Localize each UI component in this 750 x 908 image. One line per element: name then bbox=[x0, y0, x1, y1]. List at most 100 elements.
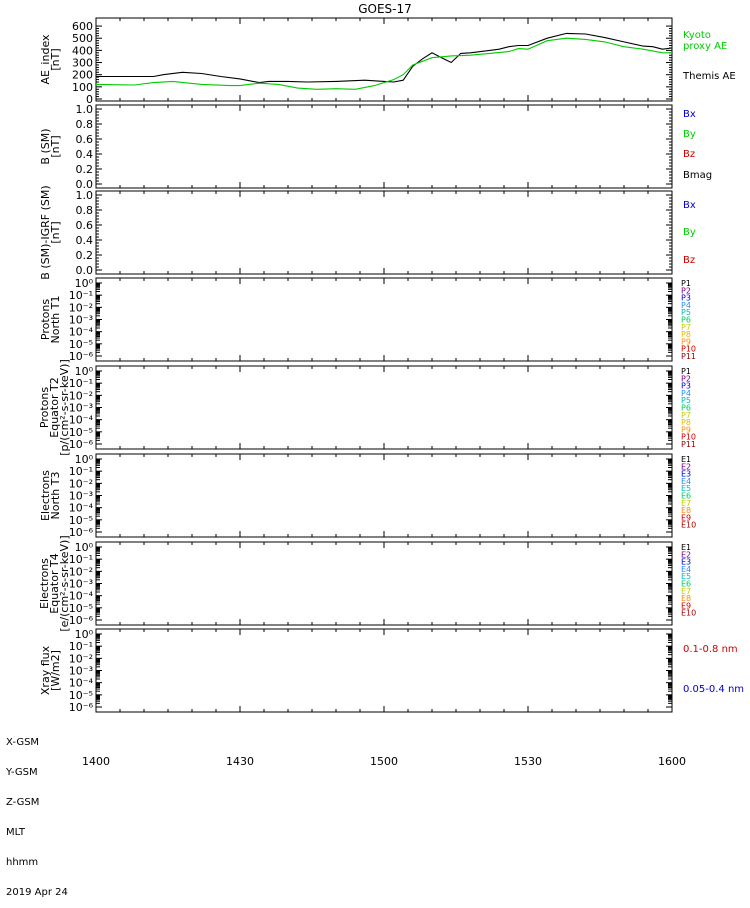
panel-b_sm: 1.0 0.8 0.6 0.4 0.2 0.0 B (SM)[nT] Bx By Bz Bmag bbox=[39, 103, 712, 191]
y-tick-label: 10⁻¹ bbox=[69, 553, 93, 566]
y-tick-label: 10⁻² bbox=[69, 477, 93, 490]
footer-row-x-gsm: X-GSM bbox=[6, 737, 40, 748]
legend-entry: P4 bbox=[681, 389, 691, 398]
series-line-themis-ae bbox=[96, 32, 673, 84]
y-tick-label: 10⁰ bbox=[75, 277, 94, 290]
legend-entry: E1 bbox=[681, 455, 691, 464]
legend-entry: P1 bbox=[681, 279, 691, 288]
y-tick-label: 10⁻⁵ bbox=[69, 338, 93, 351]
panel-frame bbox=[95, 104, 673, 189]
y-axis-label: AE_index bbox=[39, 34, 52, 85]
legend-entry: P9 bbox=[681, 425, 691, 434]
legend-entry: P11 bbox=[681, 352, 696, 361]
plot-title: GOES-17 bbox=[358, 2, 412, 16]
legend-entry: P1 bbox=[681, 367, 691, 376]
y-axis-label: Equator T4 bbox=[48, 553, 61, 613]
legend-entry: 0.1-0.8 nm bbox=[683, 644, 738, 655]
legend-entry: E5 bbox=[681, 484, 691, 493]
legend-entry: P8 bbox=[681, 330, 691, 339]
y-tick-label: 10⁻³ bbox=[69, 314, 93, 327]
legend-entry: E3 bbox=[681, 558, 691, 567]
legend-entry: 0.05-0.4 nm bbox=[683, 684, 744, 695]
legend-entry: E7 bbox=[681, 587, 691, 596]
y-tick-label: 300 bbox=[72, 57, 93, 70]
y-tick-label: 10⁻⁵ bbox=[69, 514, 93, 527]
y-axis-label: North T3 bbox=[49, 472, 62, 520]
legend-entry: Bx bbox=[683, 200, 696, 211]
y-tick-label: 10⁻² bbox=[69, 565, 93, 578]
panel-frame bbox=[95, 17, 673, 102]
legend-entry: P2 bbox=[681, 374, 691, 383]
y-tick-label: 10⁻³ bbox=[69, 402, 93, 415]
legend-entry: E6 bbox=[681, 580, 691, 589]
panels: 6005004003002001000AE_index[nT]Kyotoprox… bbox=[38, 17, 744, 714]
y-axis-label: [e/(cm²-s-sr-keV)] bbox=[58, 535, 71, 631]
y-tick-label: 10⁻¹ bbox=[69, 465, 93, 478]
y-tick-label: 0.6 bbox=[76, 219, 94, 232]
y-tick-label: 0.6 bbox=[76, 133, 94, 146]
footer-date: 2019 Apr 24 bbox=[6, 887, 68, 898]
legend-entry: E4 bbox=[681, 565, 691, 574]
y-tick-label: 200 bbox=[72, 69, 93, 82]
y-tick-label: 10⁻¹ bbox=[69, 640, 93, 653]
y-tick-label: 10⁻² bbox=[69, 389, 93, 402]
y-tick-label: 10⁻⁴ bbox=[69, 414, 94, 427]
y-axis-label: [W/m2] bbox=[49, 650, 62, 691]
legend-entry: P9 bbox=[681, 337, 691, 346]
panel-frame bbox=[95, 628, 673, 713]
legend-entry: E8 bbox=[681, 506, 691, 515]
legend-entry: P2 bbox=[681, 286, 691, 295]
y-tick-label: 10⁻⁶ bbox=[69, 526, 94, 539]
y-tick-label: 0.8 bbox=[76, 118, 94, 131]
legend-entry: P10 bbox=[681, 433, 696, 442]
y-tick-label: 500 bbox=[72, 32, 93, 45]
y-axis-label: [nT] bbox=[49, 221, 62, 243]
y-tick-label: 10⁰ bbox=[75, 365, 94, 378]
y-tick-label: 10⁻⁵ bbox=[69, 426, 93, 439]
legend-entry: P5 bbox=[681, 308, 691, 317]
x-tick-label: 1430 bbox=[226, 755, 254, 768]
legend-entry: P3 bbox=[681, 294, 691, 303]
legend-entry: P4 bbox=[681, 301, 691, 310]
legend-entry: E9 bbox=[681, 513, 691, 522]
y-tick-label: 400 bbox=[72, 44, 93, 57]
legend-entry: P6 bbox=[681, 316, 691, 325]
y-axis-label: [nT] bbox=[49, 135, 62, 157]
y-tick-label: 10⁻² bbox=[69, 301, 93, 314]
y-tick-label: 1.0 bbox=[76, 189, 94, 202]
x-tick-label: 1500 bbox=[370, 755, 398, 768]
y-tick-label: 10⁰ bbox=[75, 541, 94, 554]
y-tick-label: 10⁻⁶ bbox=[69, 614, 94, 627]
y-axis-label: Electrons bbox=[39, 470, 52, 521]
y-axis-label: B (SM) bbox=[39, 128, 52, 164]
legend-entry: Bx bbox=[683, 109, 696, 120]
panel-b_igrf: 1.0 0.8 0.6 0.4 0.2 0.0 B (SM)-IGRF (SM)[nT] Bx… bbox=[39, 185, 696, 279]
y-tick-label: 10⁻⁴ bbox=[69, 502, 94, 515]
legend-entry: P7 bbox=[681, 411, 691, 420]
legend-entry: E8 bbox=[681, 594, 691, 603]
y-tick-label: 10⁻⁶ bbox=[69, 350, 94, 363]
panel-frame bbox=[95, 190, 673, 275]
y-tick-label: 10⁻³ bbox=[69, 665, 93, 678]
x-tick-label: 1400 bbox=[82, 755, 110, 768]
legend-entry: P6 bbox=[681, 404, 691, 413]
y-tick-label: 10⁰ bbox=[75, 453, 94, 466]
legend-entry: P7 bbox=[681, 323, 691, 332]
y-tick-label: 10⁻² bbox=[69, 652, 93, 665]
legend-entry: P8 bbox=[681, 418, 691, 427]
legend-entry: E9 bbox=[681, 601, 691, 610]
legend-entry: By bbox=[683, 129, 696, 140]
y-axis-label: Protons bbox=[39, 299, 52, 340]
y-tick-label: 10⁻⁴ bbox=[69, 590, 94, 603]
y-tick-label: 10⁻⁶ bbox=[69, 438, 94, 451]
y-tick-label: 10⁻¹ bbox=[69, 289, 93, 302]
legend-entry: E10 bbox=[681, 609, 696, 618]
y-axis-label: Xray flux bbox=[39, 645, 52, 695]
panel-frame bbox=[95, 541, 673, 626]
panel-frame bbox=[95, 365, 673, 450]
legend-entry: By bbox=[683, 227, 696, 238]
legend-entry: proxy AE bbox=[683, 41, 727, 52]
